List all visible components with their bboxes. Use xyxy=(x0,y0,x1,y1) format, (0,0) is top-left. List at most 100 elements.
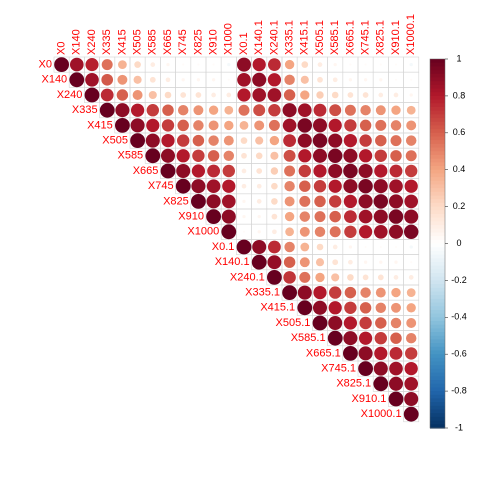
correlation-circle xyxy=(358,194,373,209)
column-label: X745 xyxy=(177,29,189,55)
correlation-circle xyxy=(182,63,185,66)
correlation-circle xyxy=(388,209,404,224)
correlation-circle xyxy=(391,105,401,115)
colorbar-segment xyxy=(430,210,445,215)
correlation-circle xyxy=(333,62,337,67)
correlation-circle xyxy=(390,150,402,162)
colorbar-segment xyxy=(430,284,445,289)
correlation-circle xyxy=(358,209,373,224)
correlation-circle xyxy=(300,90,310,100)
correlation-circle xyxy=(256,199,262,204)
column-label: X910 xyxy=(208,29,220,55)
correlation-circle xyxy=(373,179,388,194)
correlation-circle xyxy=(312,148,328,163)
correlation-circle xyxy=(196,78,201,82)
colorbar-segment xyxy=(430,118,445,123)
correlation-circle xyxy=(283,256,296,268)
correlation-circle xyxy=(299,180,311,192)
correlation-circle xyxy=(327,148,343,164)
colorbar-segment xyxy=(430,287,445,293)
correlation-circle xyxy=(388,224,404,239)
correlation-circle xyxy=(404,376,419,391)
correlation-circle xyxy=(207,150,220,162)
correlation-circle xyxy=(267,270,282,285)
correlation-circle xyxy=(176,163,191,179)
correlation-circle xyxy=(133,75,142,84)
correlation-circle xyxy=(343,179,358,194)
row-label: X240.1 xyxy=(230,271,265,283)
colorbar-segment xyxy=(430,332,445,337)
correlation-circle xyxy=(394,260,398,264)
colorbar-segment xyxy=(430,202,445,208)
correlation-circle xyxy=(297,133,312,148)
colorbar-tick-label: -1 xyxy=(455,422,463,432)
correlation-circle xyxy=(379,245,382,249)
colorbar-segment xyxy=(430,217,445,222)
correlation-circle xyxy=(388,194,404,209)
correlation-circle xyxy=(134,61,141,68)
colorbar-segment xyxy=(430,59,445,64)
correlation-circle xyxy=(343,148,358,163)
correlation-circle xyxy=(359,302,372,314)
colorbar-segment xyxy=(430,162,445,167)
correlation-circle xyxy=(314,195,326,208)
column-label: X1000 xyxy=(223,23,235,55)
correlation-circle xyxy=(329,210,341,223)
correlation-circle xyxy=(252,88,267,102)
correlation-circle xyxy=(284,211,295,222)
colorbar-segment xyxy=(430,328,445,333)
column-label: X825 xyxy=(192,29,204,55)
row-label: X825 xyxy=(163,195,189,207)
correlation-circle xyxy=(284,241,295,253)
correlation-circle xyxy=(267,255,282,270)
correlation-circle xyxy=(328,179,342,193)
correlation-circle xyxy=(389,164,403,178)
row-label: X910 xyxy=(178,211,204,223)
colorbar-segment xyxy=(430,265,445,270)
colorbar-segment xyxy=(430,236,445,241)
colorbar-segment xyxy=(430,261,445,267)
colorbar-segment xyxy=(430,243,445,248)
column-label: X665 xyxy=(162,29,174,55)
correlation-circle xyxy=(224,120,234,131)
correlation-circle xyxy=(284,196,295,207)
row-label: X240 xyxy=(57,89,83,101)
correlation-circle xyxy=(299,271,311,283)
correlation-circle xyxy=(284,74,295,86)
correlation-circle xyxy=(145,148,161,164)
correlation-circle xyxy=(315,272,325,283)
colorbar-segment xyxy=(430,346,445,352)
correlation-circle xyxy=(150,62,156,67)
correlation-circle xyxy=(404,209,419,224)
correlation-circle xyxy=(267,88,282,102)
colorbar-segment xyxy=(430,383,445,389)
row-label: X415 xyxy=(87,119,113,131)
grid-lines xyxy=(53,56,420,423)
colorbar-segment xyxy=(430,365,445,370)
correlation-circle xyxy=(180,92,187,98)
correlation-circle xyxy=(237,88,251,102)
colorbar-segment xyxy=(430,88,445,93)
correlation-circle xyxy=(145,133,160,148)
colorbar-segment xyxy=(430,143,445,149)
colorbar-segment xyxy=(430,136,445,141)
correlation-circle xyxy=(409,62,413,67)
correlation-circle xyxy=(378,92,384,98)
correlation-circle xyxy=(132,90,143,100)
correlation-circle xyxy=(297,285,312,300)
colorbar-segment xyxy=(430,409,445,414)
row-label: X140 xyxy=(41,74,67,86)
correlation-circle xyxy=(347,92,354,98)
colorbar-tick-label: 0.2 xyxy=(453,201,466,211)
colorbar-segment xyxy=(430,206,445,211)
correlation-circle xyxy=(391,302,401,313)
correlation-circle xyxy=(408,275,414,280)
correlation-circle xyxy=(410,261,413,264)
colorbar-segment xyxy=(430,335,445,341)
correlation-circle xyxy=(227,62,231,67)
column-label: X335.1 xyxy=(284,20,296,55)
correlation-circle xyxy=(404,179,418,193)
correlation-circle xyxy=(405,347,418,360)
colorbar-segment xyxy=(430,350,445,355)
colorbar-segment xyxy=(430,173,445,178)
